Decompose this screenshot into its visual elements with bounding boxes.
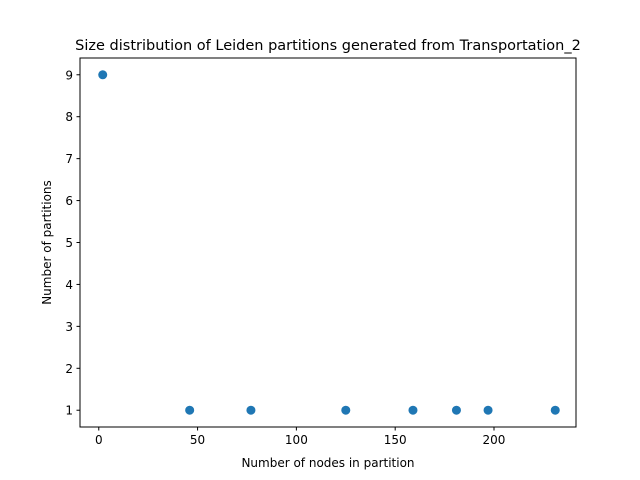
- x-tick-label: 50: [190, 433, 205, 447]
- data-point: [246, 405, 256, 415]
- y-tick-label: 2: [65, 362, 73, 376]
- y-tick-label: 1: [65, 404, 73, 418]
- y-axis-label: Number of partitions: [40, 180, 54, 305]
- data-point: [451, 405, 461, 415]
- x-tick-label: 150: [384, 433, 407, 447]
- data-point: [408, 405, 418, 415]
- y-tick-label: 6: [65, 194, 73, 208]
- data-point: [550, 405, 560, 415]
- chart-title: Size distribution of Leiden partitions g…: [75, 38, 581, 54]
- y-tick-label: 5: [65, 236, 73, 250]
- y-tick-label: 3: [65, 320, 73, 334]
- data-point: [483, 405, 493, 415]
- y-tick-label: 9: [65, 68, 73, 82]
- y-tick-label: 4: [65, 278, 73, 292]
- data-point: [98, 70, 108, 80]
- data-point: [341, 405, 351, 415]
- y-tick-label: 7: [65, 152, 73, 166]
- x-axis-label: Number of nodes in partition: [241, 456, 414, 470]
- data-point: [185, 405, 195, 415]
- x-tick-label: 0: [95, 433, 103, 447]
- x-tick-label: 200: [483, 433, 506, 447]
- y-tick-label: 8: [65, 110, 73, 124]
- plot-frame: [79, 57, 577, 428]
- x-tick-label: 100: [285, 433, 308, 447]
